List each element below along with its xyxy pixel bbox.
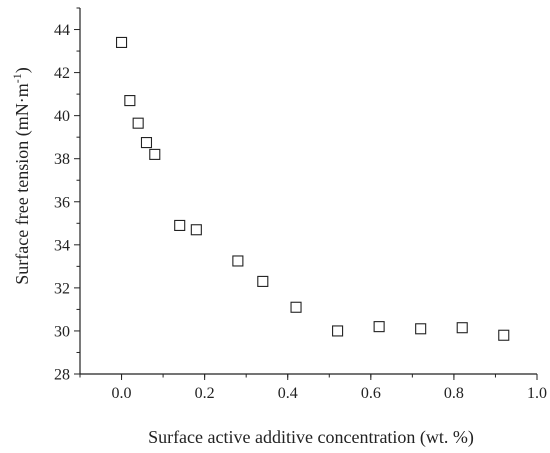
x-tick-label: 0.4	[278, 385, 298, 402]
data-points	[115, 36, 510, 341]
data-point-square	[415, 323, 427, 335]
data-point-square	[232, 255, 244, 267]
y-tick-label: 38	[54, 151, 70, 168]
y-tick-label: 30	[54, 323, 70, 340]
y-tick-label: 40	[54, 108, 70, 125]
y-axis-title-suffix: )	[12, 67, 33, 73]
x-tick-label: 0.0	[112, 385, 132, 402]
y-tick-label: 34	[54, 237, 70, 254]
data-point-square	[115, 36, 128, 48]
axes	[79, 8, 537, 375]
y-ticks: 28 30 32 34 36 38 40 42 44	[54, 7, 80, 384]
data-point-square	[124, 95, 136, 107]
data-point-square	[290, 301, 302, 313]
data-point-square	[498, 329, 510, 341]
y-axis-title: Surface free tension (mN·m-1)	[10, 67, 33, 284]
data-point-square	[132, 117, 144, 129]
x-axis-title: Surface active additive concentration (w…	[148, 427, 474, 448]
y-axis-title-superscript: -1	[10, 73, 24, 83]
data-point-square	[332, 325, 344, 337]
y-tick-label: 28	[54, 367, 70, 384]
y-tick-label: 36	[54, 194, 70, 211]
y-tick-label: 44	[54, 22, 70, 39]
data-point-square	[257, 275, 269, 287]
data-point-square	[174, 219, 186, 231]
data-point-square	[190, 224, 202, 236]
y-axis-title-main: Surface free tension (mN·m	[12, 83, 33, 284]
x-tick-label: 0.8	[444, 385, 464, 402]
y-tick-label: 42	[54, 65, 70, 82]
x-tick-label: 0.2	[195, 385, 215, 402]
data-point-square	[373, 321, 385, 333]
data-point-square	[149, 148, 161, 160]
y-tick-label: 32	[54, 280, 70, 297]
x-tick-label: 0.6	[361, 385, 381, 402]
x-ticks: 0.0 0.2 0.4 0.6 0.8 1.0	[79, 374, 547, 402]
x-tick-label: 1.0	[527, 385, 547, 402]
data-point-square	[140, 137, 153, 149]
data-point-square	[456, 322, 468, 334]
